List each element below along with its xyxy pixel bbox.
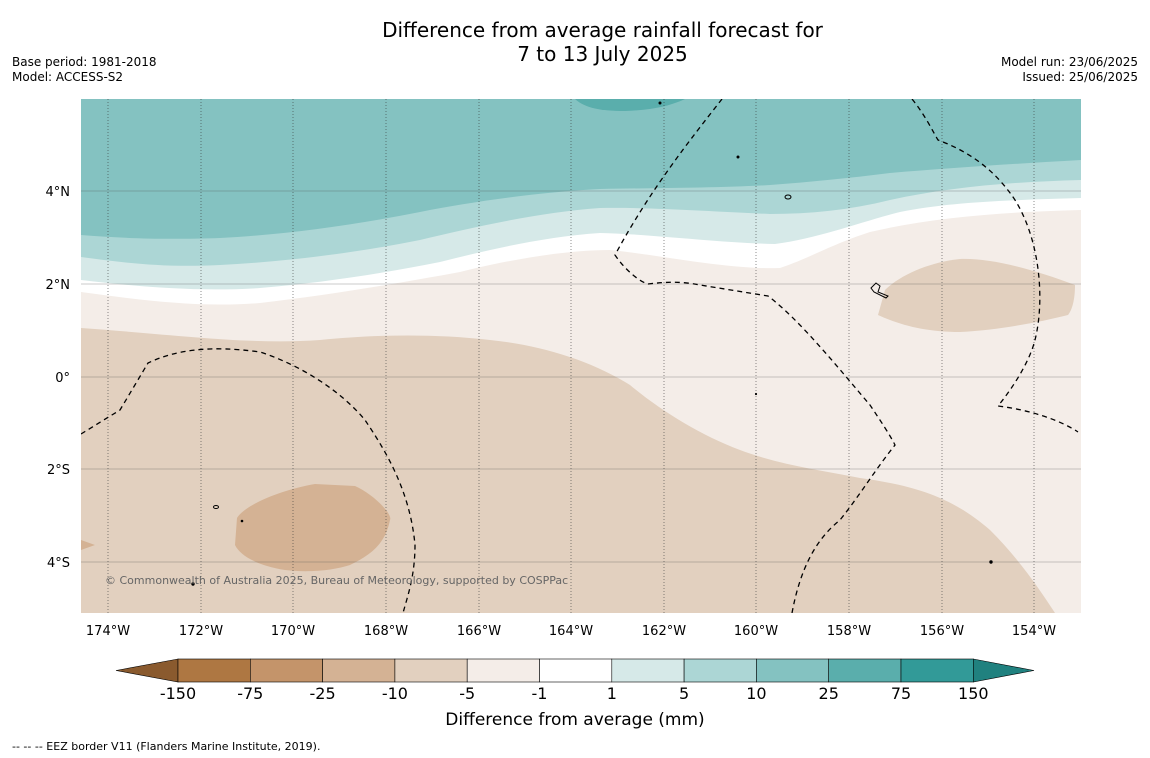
- colorbar-segment: [250, 658, 323, 683]
- map-field: [81, 99, 1081, 613]
- island: [989, 560, 993, 564]
- colorbar-tick-label: -1: [532, 684, 548, 700]
- island: [191, 582, 195, 586]
- island: [754, 392, 758, 396]
- colorbar-segment: [394, 658, 468, 683]
- longitude-label: 162°W: [642, 624, 686, 639]
- latitude-label: 2°N: [46, 278, 71, 293]
- region-10-to-25: [81, 99, 1081, 239]
- latitude-label: 4°S: [47, 556, 70, 571]
- island: [784, 194, 792, 200]
- eez-footnote: -- -- -- EEZ border V11 (Flanders Marine…: [12, 740, 321, 753]
- colorbar-segment: [900, 658, 974, 683]
- island: [736, 155, 740, 159]
- colorbar-tick-label: 25: [819, 684, 839, 700]
- map-title: Difference from average rainfall forecas…: [0, 18, 1150, 66]
- colorbar-tick-label: 5: [679, 684, 689, 700]
- longitude-label: 160°W: [734, 624, 778, 639]
- colorbar: -150 -75 -25 -10 -5 -1 1 5 10 25 75 150: [115, 658, 1035, 700]
- island-group: [870, 282, 889, 299]
- colorbar-segment: [466, 658, 540, 683]
- colorbar-tick-label: -5: [459, 684, 475, 700]
- model-name: Model: ACCESS-S2: [12, 70, 124, 84]
- eez-border-west: [81, 348, 416, 613]
- colorbar-segment: [539, 658, 613, 683]
- colorbar-segment: [828, 658, 902, 683]
- colorbar-extend-low: [115, 658, 179, 683]
- region-minus-25-to-10-south: [235, 484, 391, 572]
- model-run-date: Model run: 23/06/2025: [1000, 55, 1138, 69]
- region-minus-25-to-10-edge: [81, 540, 95, 550]
- eez-border-central: [614, 99, 896, 613]
- latitude-labels: 4°N 2°N 0° 2°S 4°S: [46, 185, 71, 571]
- eez-border-east: [911, 99, 1079, 433]
- longitude-label: 164°W: [549, 624, 593, 639]
- run-info: Model run: 23/06/2025 Issued: 25/06/2025: [1001, 55, 1138, 85]
- colorbar-tick-label: 75: [891, 684, 911, 700]
- longitude-label: 156°W: [920, 624, 964, 639]
- title-line-1: Difference from average rainfall forecas…: [382, 18, 823, 42]
- longitude-label: 170°W: [271, 624, 315, 639]
- colorbar-label: Difference from average (mm): [445, 710, 705, 730]
- colorbar-tick-label: 10: [746, 684, 766, 700]
- colorbar-segment: [177, 658, 251, 683]
- colorbar-tick-label: 150: [958, 684, 989, 700]
- issued-date: Issued: 25/06/2025: [1022, 70, 1138, 84]
- longitude-label: 158°W: [827, 624, 871, 639]
- colorbar-segment: [611, 658, 685, 683]
- longitude-label: 154°W: [1012, 624, 1056, 639]
- colorbar-segment: [756, 658, 830, 683]
- colorbar-segment: [683, 658, 757, 683]
- colorbar-extend-high: [973, 658, 1035, 683]
- colorbar-tick-label: 1: [607, 684, 617, 700]
- colorbar-tick-label: -150: [160, 684, 196, 700]
- region-25-to-75: [575, 99, 685, 111]
- island: [213, 505, 219, 509]
- base-period: Base period: 1981-2018: [12, 55, 157, 69]
- island: [240, 519, 244, 523]
- longitude-label: 166°W: [457, 624, 501, 639]
- title-line-2: 7 to 13 July 2025: [517, 42, 688, 66]
- colorbar-tick-label: -10: [382, 684, 408, 700]
- region-minus-10-to-5-east: [878, 258, 1075, 332]
- colorbar-tick-label: -75: [237, 684, 263, 700]
- longitude-label: 168°W: [364, 624, 408, 639]
- longitude-label: 172°W: [179, 624, 223, 639]
- longitude-labels: 174°W 172°W 170°W 168°W 166°W 164°W 162°W 160°W…: [86, 624, 1056, 639]
- eez-borders: [81, 99, 1079, 613]
- latitude-label: 2°S: [47, 463, 70, 478]
- islands: [191, 101, 993, 586]
- colorbar-segment: [322, 658, 396, 683]
- colorbar-tick-label: -25: [310, 684, 336, 700]
- island: [658, 101, 662, 105]
- rainfall-map: 174°W 172°W 170°W 168°W 166°W 164°W 162°W 160°W…: [46, 99, 1081, 700]
- base-info: Base period: 1981-2018 Model: ACCESS-S2: [12, 55, 157, 85]
- longitude-label: 174°W: [86, 624, 130, 639]
- graticule: [81, 99, 1081, 613]
- latitude-label: 4°N: [46, 185, 71, 200]
- latitude-label: 0°: [55, 371, 70, 386]
- copyright-notice: © Commonwealth of Australia 2025, Bureau…: [105, 574, 568, 587]
